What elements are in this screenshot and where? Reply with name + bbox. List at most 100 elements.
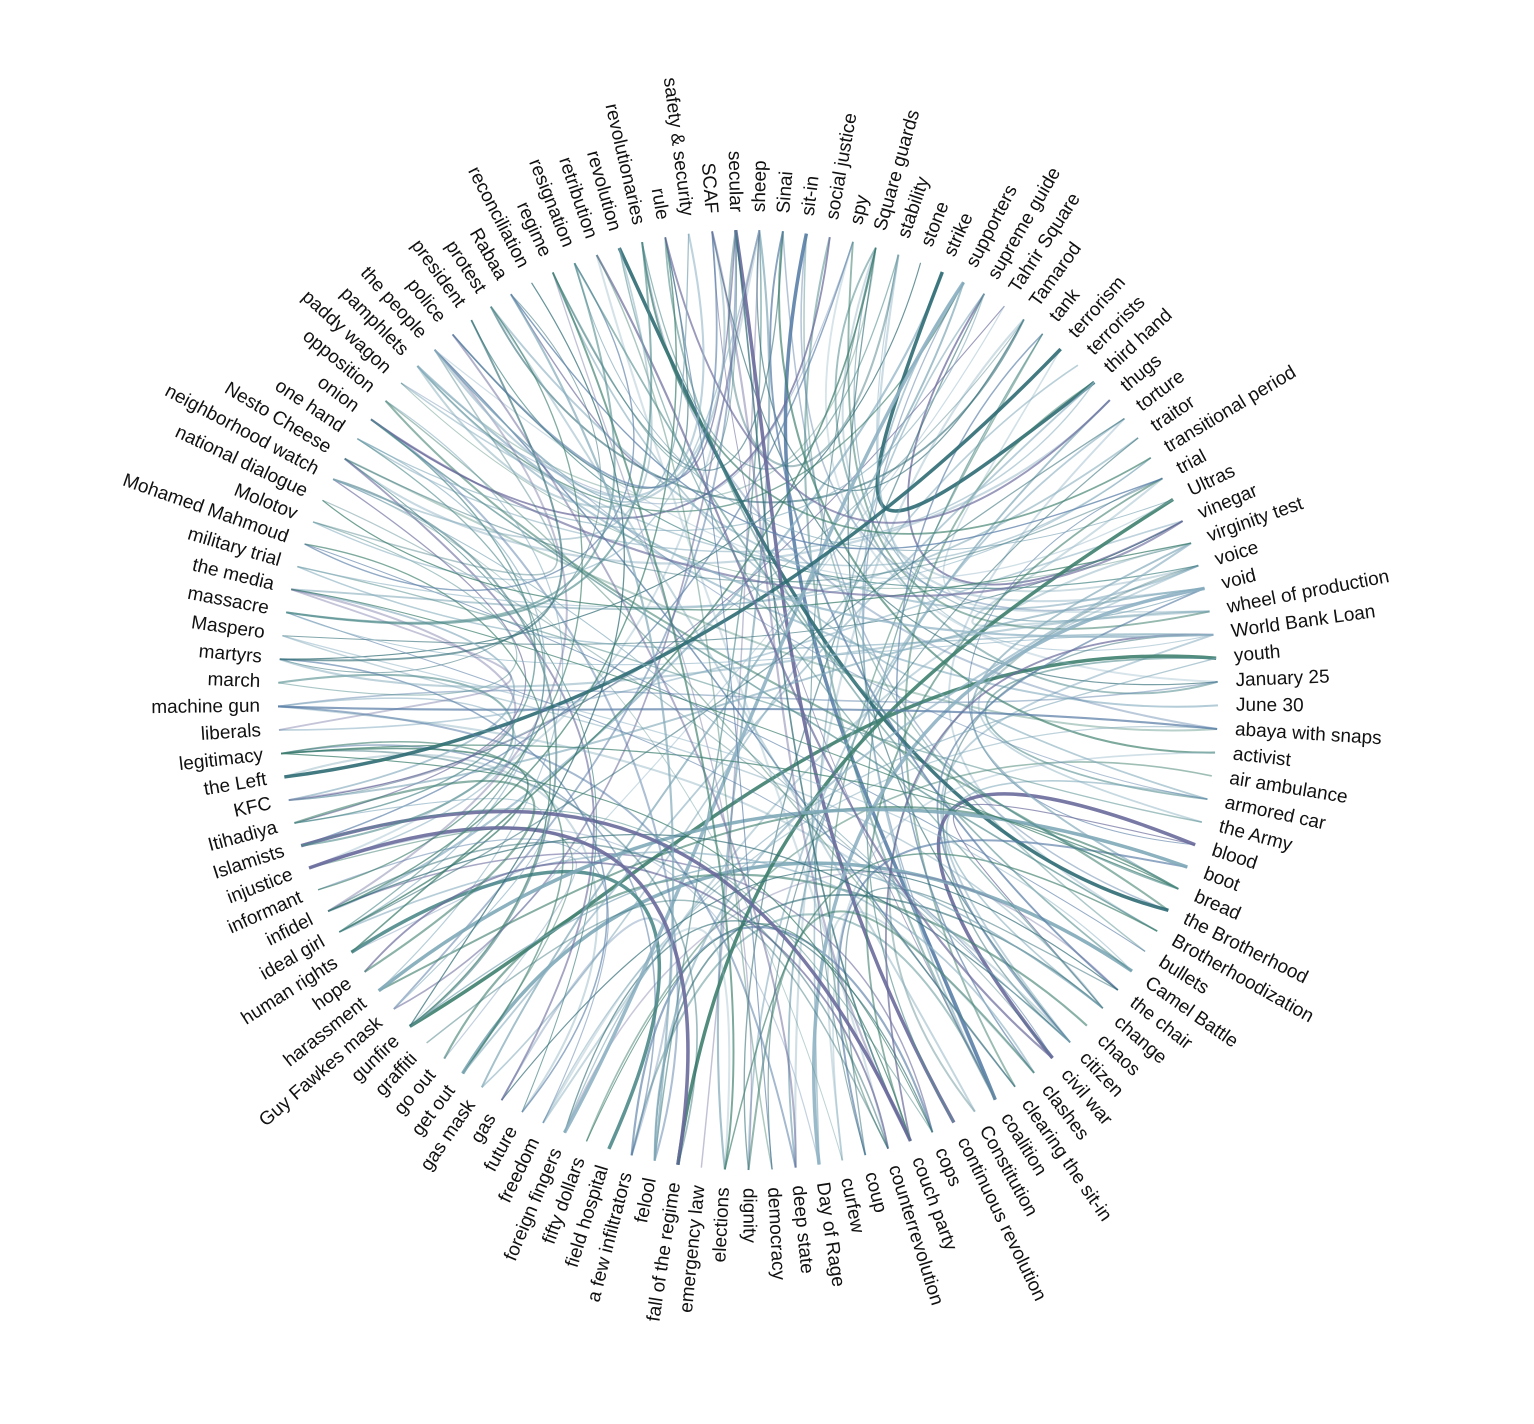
- edge: [595, 254, 890, 1149]
- edge: [363, 861, 889, 1149]
- edge: [676, 497, 1175, 1165]
- edge: [332, 478, 843, 1161]
- edge: [294, 779, 536, 973]
- edge: [291, 588, 1179, 890]
- edge: [280, 749, 698, 1165]
- edge: [282, 635, 1133, 972]
- edge: [434, 233, 690, 503]
- edge: [344, 457, 1218, 732]
- edge: [370, 418, 679, 1161]
- edge: [308, 827, 820, 1165]
- edge: [300, 809, 913, 1142]
- edge: [279, 262, 922, 660]
- edge: [277, 697, 517, 869]
- edge: [288, 588, 515, 802]
- edge: [782, 231, 1169, 912]
- edge: [277, 681, 1218, 708]
- edge: [400, 241, 854, 505]
- edge: [942, 634, 1214, 1043]
- edges: [277, 229, 1219, 1171]
- edge: [876, 254, 1205, 603]
- edge: [327, 841, 889, 1149]
- edge: [489, 306, 976, 1113]
- node-label: activist: [1232, 744, 1293, 771]
- edge: [426, 899, 889, 1149]
- edge: [542, 725, 1218, 1124]
- edge: [308, 826, 690, 1166]
- edge: [501, 869, 1119, 1101]
- edge: [294, 418, 536, 824]
- edge: [297, 565, 1214, 650]
- edge: [312, 349, 558, 576]
- node-label: June 30: [1236, 695, 1304, 717]
- edge: [294, 798, 547, 1010]
- edge: [573, 262, 1179, 890]
- edge: [841, 247, 1199, 593]
- edge: [288, 588, 517, 802]
- edge: [338, 418, 1125, 933]
- edge: [434, 349, 1174, 580]
- edge: [716, 229, 771, 1170]
- edge: [288, 305, 1005, 801]
- node-label: machine gun: [151, 696, 260, 718]
- edge: [563, 657, 1217, 1133]
- edge: [304, 543, 1146, 952]
- edge: [844, 887, 1119, 1156]
- edge: [350, 869, 662, 1150]
- edge: [288, 319, 1025, 801]
- node-label: January 25: [1235, 666, 1330, 691]
- edge: [509, 293, 675, 1161]
- node-label: dignity: [738, 1188, 759, 1243]
- edge: [876, 254, 1214, 652]
- edge: [332, 478, 1071, 1043]
- node-label: youth: [1233, 642, 1281, 667]
- edge: [724, 852, 1158, 1170]
- edge: [812, 586, 1205, 1165]
- edge: [562, 281, 966, 1134]
- edge: [747, 910, 1035, 1171]
- node-label: sit-in: [798, 175, 824, 217]
- edge: [832, 751, 1216, 1161]
- edge: [378, 806, 1179, 992]
- edge: [595, 254, 1054, 1059]
- edge: [278, 673, 515, 847]
- edge: [563, 871, 1119, 1133]
- node-label: martyrs: [198, 641, 263, 667]
- edge: [278, 588, 512, 731]
- edge: [279, 658, 608, 1113]
- edge: [317, 838, 609, 1124]
- edge: [552, 272, 753, 1171]
- edge: [888, 564, 1199, 1113]
- edge: [297, 457, 1152, 608]
- edge: [370, 418, 1158, 932]
- edge: [280, 747, 529, 933]
- node-label: abaya with snaps: [1234, 719, 1382, 749]
- node-label: Maspero: [190, 612, 266, 643]
- edge: [767, 437, 1139, 1170]
- edge: [596, 254, 773, 1170]
- edge: [936, 792, 1196, 1060]
- edge: [281, 752, 912, 1142]
- edge: [338, 851, 1035, 1074]
- edge: [641, 241, 1152, 535]
- edge: [510, 293, 1163, 550]
- edge: [787, 399, 1111, 1168]
- edge: [327, 237, 677, 912]
- edge: [825, 241, 1218, 683]
- edge: [574, 263, 1174, 552]
- edge: [370, 418, 1184, 597]
- edge: [866, 333, 1044, 1123]
- edge: [984, 657, 1217, 801]
- edge: [885, 633, 1214, 1142]
- edge: [338, 438, 545, 933]
- edge: [282, 520, 1183, 645]
- edge: [279, 610, 1210, 688]
- edge: [278, 521, 518, 696]
- edge: [317, 306, 583, 891]
- edge: [664, 237, 773, 1170]
- edge: [551, 272, 735, 1170]
- edge: [940, 633, 1214, 1043]
- edge: [284, 347, 1062, 779]
- node-label: Sinai: [773, 170, 797, 214]
